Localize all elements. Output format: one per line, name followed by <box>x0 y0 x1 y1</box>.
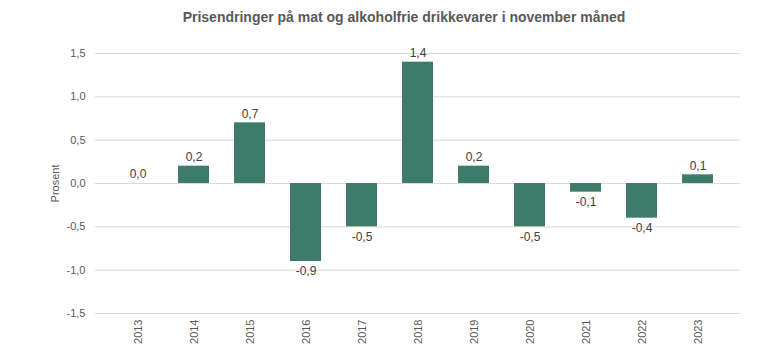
svg-text:-0,9: -0,9 <box>296 264 317 278</box>
svg-text:2014: 2014 <box>188 320 200 344</box>
svg-text:2020: 2020 <box>524 320 536 344</box>
svg-text:0,5: 0,5 <box>70 134 85 146</box>
svg-text:1,4: 1,4 <box>410 46 427 60</box>
svg-text:-0,5: -0,5 <box>352 230 373 244</box>
svg-text:0,2: 0,2 <box>466 150 483 164</box>
svg-text:2017: 2017 <box>356 320 368 344</box>
svg-text:2019: 2019 <box>468 320 480 344</box>
svg-text:2021: 2021 <box>580 320 592 344</box>
svg-text:-0,5: -0,5 <box>520 230 541 244</box>
svg-text:1,0: 1,0 <box>70 90 85 102</box>
svg-text:2023: 2023 <box>692 320 704 344</box>
svg-text:-0,5: -0,5 <box>67 220 86 232</box>
svg-text:0,0: 0,0 <box>70 177 85 189</box>
svg-text:-0,4: -0,4 <box>632 221 653 235</box>
svg-text:2016: 2016 <box>300 320 312 344</box>
html-text:Prisendringer på mat og alkoho: Prisendringer på mat og alkoholfrie drik… <box>182 9 626 25</box>
svg-text:Prosent: Prosent <box>49 165 61 203</box>
svg-text:1,5: 1,5 <box>70 47 85 59</box>
svg-text:2022: 2022 <box>636 320 648 344</box>
svg-text:-0,1: -0,1 <box>576 195 597 209</box>
svg-text:0,0: 0,0 <box>130 167 147 181</box>
svg-text:2015: 2015 <box>244 320 256 344</box>
svg-text:0,1: 0,1 <box>690 159 707 173</box>
svg-text:-1,5: -1,5 <box>67 307 86 319</box>
svg-text:-1,0: -1,0 <box>67 264 86 276</box>
svg-text:0,2: 0,2 <box>186 150 203 164</box>
svg-text:2013: 2013 <box>132 320 144 344</box>
svg-text:0,7: 0,7 <box>242 107 259 121</box>
svg-text:2018: 2018 <box>412 320 424 344</box>
